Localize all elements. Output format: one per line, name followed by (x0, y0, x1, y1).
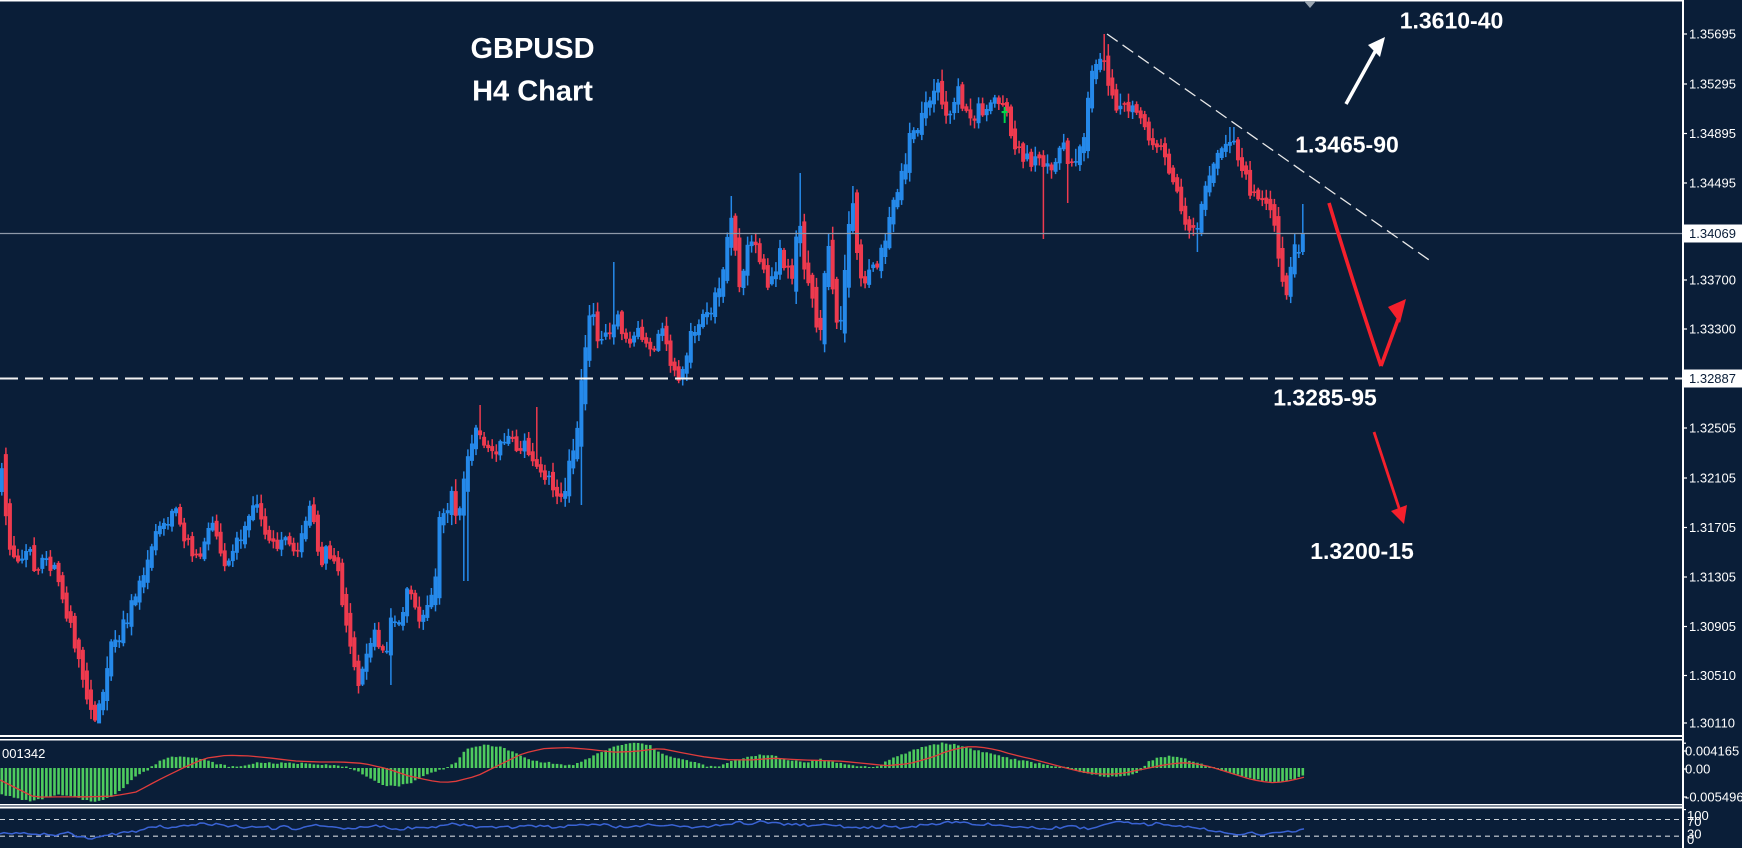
svg-text:1.30905: 1.30905 (1689, 619, 1736, 634)
svg-text:1.30510: 1.30510 (1689, 668, 1736, 683)
svg-text:1.31305: 1.31305 (1689, 570, 1736, 585)
svg-text:1.3465-90: 1.3465-90 (1295, 132, 1399, 158)
svg-text:1.3200-15: 1.3200-15 (1310, 538, 1414, 564)
svg-text:1.34495: 1.34495 (1689, 176, 1736, 191)
svg-text:0.004165: 0.004165 (1685, 744, 1739, 759)
svg-text:1.3285-95: 1.3285-95 (1273, 385, 1377, 411)
svg-text:1.35295: 1.35295 (1689, 77, 1736, 92)
svg-text:GBPUSD: GBPUSD (470, 33, 594, 65)
svg-text:-0.005496: -0.005496 (1685, 790, 1742, 805)
svg-text:1.33300: 1.33300 (1689, 322, 1736, 337)
svg-text:1.30110: 1.30110 (1689, 716, 1735, 731)
svg-text:1.33700: 1.33700 (1689, 273, 1736, 288)
svg-text:1.34895: 1.34895 (1689, 126, 1736, 141)
svg-text:1.31705: 1.31705 (1689, 520, 1736, 535)
svg-text:001342: 001342 (2, 746, 45, 761)
svg-text:0: 0 (1687, 832, 1694, 847)
svg-text:1.32887: 1.32887 (1689, 371, 1736, 386)
svg-text:1.32105: 1.32105 (1689, 471, 1736, 486)
svg-text:0.00: 0.00 (1685, 762, 1710, 777)
svg-text:H4 Chart: H4 Chart (472, 76, 593, 108)
svg-text:1.3610-40: 1.3610-40 (1400, 8, 1504, 34)
svg-text:1.32505: 1.32505 (1689, 421, 1736, 436)
svg-text:100: 100 (1687, 808, 1709, 823)
svg-text:30: 30 (1687, 827, 1701, 842)
svg-text:1.35695: 1.35695 (1689, 27, 1736, 42)
svg-text:70: 70 (1687, 814, 1701, 829)
svg-text:1.34069: 1.34069 (1689, 226, 1736, 241)
